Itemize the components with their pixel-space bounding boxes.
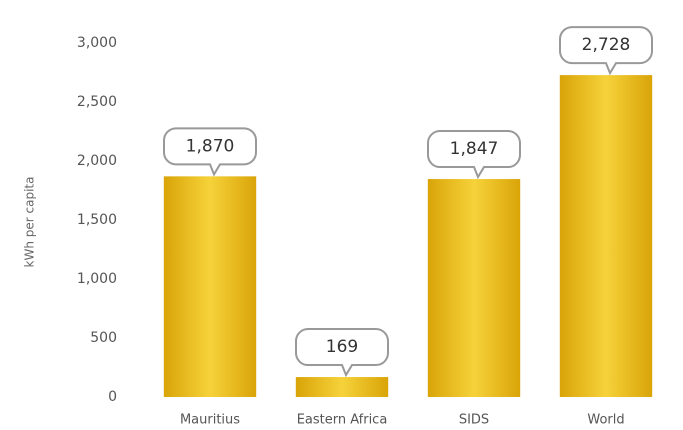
x-tick-label: World [587,413,624,428]
value-label: 1,870 [186,136,235,156]
y-tick-label: 2,500 [77,94,117,110]
value-label: 1,847 [450,139,499,159]
value-callout [559,26,653,76]
value-callout [295,328,389,378]
bar [427,179,521,397]
bar [163,176,257,397]
y-tick-label: 1,000 [77,271,117,287]
y-tick-label: 2,000 [77,153,117,169]
x-tick-label: Mauritius [180,413,240,428]
value-label: 2,728 [582,35,631,55]
value-label: 169 [326,337,358,357]
y-axis-title: kWh per capita [23,177,37,268]
y-tick-label: 500 [90,330,117,346]
x-tick-label: Eastern Africa [297,413,388,428]
y-tick-label: 0 [108,389,117,405]
y-tick-label: 1,500 [77,212,117,228]
x-tick-label: SIDS [459,413,489,428]
y-tick-label: 3,000 [77,35,117,51]
value-callout [163,127,257,177]
bar [559,75,653,397]
bar [295,377,389,397]
value-callout [427,130,521,180]
